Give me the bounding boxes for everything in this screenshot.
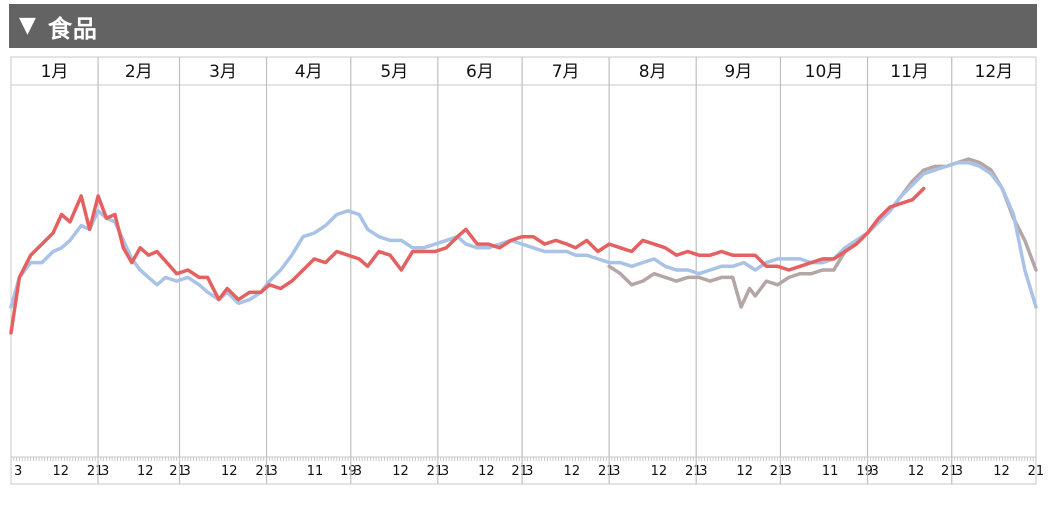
day-tick-label: 21 [511,464,528,479]
day-tick-label: 21 [941,464,958,479]
series-line-2 [607,157,1038,309]
day-tick-label: 3 [270,464,278,479]
day-tick-label: 19 [856,464,873,479]
day-tick-label: 21 [427,464,444,479]
day-tick-label: 12 [478,464,495,479]
month-label: 1月 [41,62,69,82]
day-tick-label: 3 [182,464,190,479]
day-tick-label: 12 [908,464,925,479]
day-tick-label: 12 [564,464,581,479]
month-label: 5月 [380,62,408,82]
day-tick-label: 12 [651,464,668,479]
day-tick-label: 21 [598,464,615,479]
month-label: 11月 [890,62,929,82]
day-tick-label: 3 [783,464,791,479]
collapse-triangle-icon[interactable]: ▼ [19,13,36,38]
day-tick-label: 12 [52,464,69,479]
day-tick-label: 3 [441,464,449,479]
day-tick-label: 11 [307,464,324,479]
day-tick-label: 11 [822,464,839,479]
day-tick-label: 19 [340,464,357,479]
month-label: 3月 [209,62,237,82]
month-label: 6月 [466,62,494,82]
day-tick-label: 21 [255,464,272,479]
day-tick-label: 12 [221,464,238,479]
day-tick-label: 3 [354,464,362,479]
month-label: 9月 [724,62,752,82]
month-label: 7月 [552,62,580,82]
month-label: 8月 [639,62,667,82]
month-label: 12月 [975,62,1014,82]
series-line-0 [9,186,926,335]
section-header[interactable]: ▼ 食品 [9,4,1037,48]
month-label: 2月 [125,62,153,82]
day-tick-label: 21 [685,464,702,479]
day-tick-label: 21 [770,464,787,479]
day-tick-label: 3 [871,464,879,479]
month-label: 4月 [295,62,323,82]
chart-frame [10,56,1037,485]
day-tick-label: 3 [612,464,620,479]
day-tick-label: 3 [525,464,533,479]
day-tick-label: 21 [1028,464,1045,479]
day-tick-label: 12 [137,464,154,479]
day-tick-label: 3 [14,464,22,479]
day-tick-label: 21 [87,464,104,479]
day-tick-label: 12 [993,464,1010,479]
section-title: 食品 [47,14,98,43]
day-tick-label: 21 [169,464,186,479]
day-tick-label: 3 [699,464,707,479]
day-tick-label: 12 [392,464,409,479]
month-label: 10月 [805,62,844,82]
day-tick-label: 3 [955,464,963,479]
series-line-1 [9,160,1038,309]
day-tick-label: 3 [101,464,109,479]
day-tick-label: 12 [736,464,753,479]
